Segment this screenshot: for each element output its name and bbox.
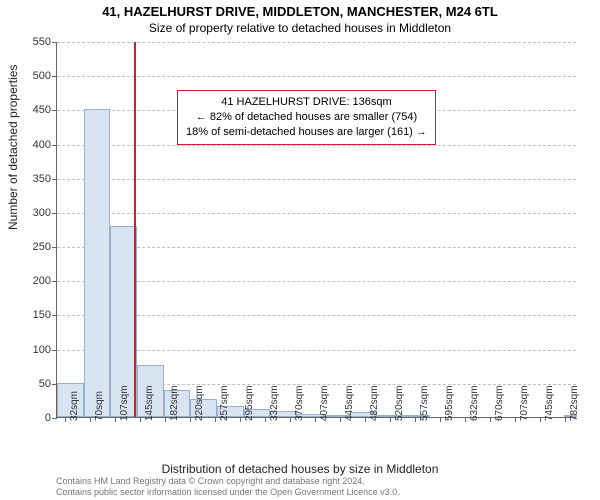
y-tick-mark	[52, 145, 57, 146]
chart-title: 41, HAZELHURST DRIVE, MIDDLETON, MANCHES…	[0, 4, 600, 19]
x-tick-label: 482sqm	[369, 385, 380, 421]
x-tick-mark	[365, 417, 366, 422]
x-tick-label: 632sqm	[469, 385, 480, 421]
y-tick-mark	[52, 179, 57, 180]
y-tick-mark	[52, 281, 57, 282]
y-tick-mark	[52, 42, 57, 43]
credits-line-2: Contains public sector information licen…	[56, 487, 400, 498]
x-tick-label: 707sqm	[519, 385, 530, 421]
x-tick-mark	[90, 417, 91, 422]
x-tick-mark	[240, 417, 241, 422]
x-tick-mark	[440, 417, 441, 422]
x-tick-mark	[565, 417, 566, 422]
x-tick-label: 70sqm	[94, 391, 105, 421]
x-tick-label: 295sqm	[244, 385, 255, 421]
reference-info-box: 41 HAZELHURST DRIVE: 136sqm ← 82% of det…	[177, 90, 436, 145]
y-axis-label: Number of detached properties	[6, 65, 20, 230]
x-tick-label: 182sqm	[169, 385, 180, 421]
x-tick-mark	[465, 417, 466, 422]
y-tick-mark	[52, 315, 57, 316]
y-tick-mark	[52, 76, 57, 77]
histogram-bar	[84, 109, 111, 417]
x-tick-label: 782sqm	[569, 385, 580, 421]
title-block: 41, HAZELHURST DRIVE, MIDDLETON, MANCHES…	[0, 0, 600, 35]
x-tick-mark	[165, 417, 166, 422]
x-tick-mark	[265, 417, 266, 422]
x-tick-mark	[515, 417, 516, 422]
x-tick-label: 32sqm	[69, 391, 80, 421]
histogram-chart: 41, HAZELHURST DRIVE, MIDDLETON, MANCHES…	[0, 0, 600, 500]
x-tick-label: 332sqm	[269, 385, 280, 421]
x-tick-mark	[490, 417, 491, 422]
x-tick-label: 745sqm	[544, 385, 555, 421]
info-line-2: ← 82% of detached houses are smaller (75…	[186, 110, 427, 125]
x-tick-mark	[215, 417, 216, 422]
x-tick-label: 520sqm	[394, 385, 405, 421]
x-tick-mark	[115, 417, 116, 422]
x-tick-mark	[415, 417, 416, 422]
y-tick-mark	[52, 247, 57, 248]
x-axis-label: Distribution of detached houses by size …	[0, 462, 600, 476]
x-tick-mark	[390, 417, 391, 422]
x-tick-mark	[140, 417, 141, 422]
x-tick-mark	[65, 417, 66, 422]
x-tick-mark	[540, 417, 541, 422]
reference-line	[134, 42, 136, 417]
x-tick-label: 445sqm	[344, 385, 355, 421]
x-tick-label: 145sqm	[144, 385, 155, 421]
x-tick-label: 670sqm	[494, 385, 505, 421]
x-tick-mark	[190, 417, 191, 422]
info-line-1: 41 HAZELHURST DRIVE: 136sqm	[186, 95, 427, 110]
credits-line-1: Contains HM Land Registry data © Crown c…	[56, 476, 400, 487]
x-tick-mark	[290, 417, 291, 422]
chart-subtitle: Size of property relative to detached ho…	[0, 21, 600, 35]
x-tick-label: 220sqm	[194, 385, 205, 421]
x-tick-label: 370sqm	[294, 385, 305, 421]
y-tick-mark	[52, 110, 57, 111]
x-tick-mark	[340, 417, 341, 422]
info-line-3: 18% of semi-detached houses are larger (…	[186, 125, 427, 140]
credits-block: Contains HM Land Registry data © Crown c…	[56, 476, 400, 499]
x-tick-label: 407sqm	[319, 385, 330, 421]
y-tick-mark	[52, 418, 57, 419]
x-tick-label: 595sqm	[444, 385, 455, 421]
x-tick-label: 257sqm	[219, 385, 230, 421]
plot-area: 05010015020025030035040045050055032sqm70…	[56, 42, 576, 418]
y-tick-mark	[52, 213, 57, 214]
x-tick-mark	[315, 417, 316, 422]
y-tick-mark	[52, 350, 57, 351]
x-tick-label: 557sqm	[419, 385, 430, 421]
x-tick-label: 107sqm	[119, 385, 130, 421]
